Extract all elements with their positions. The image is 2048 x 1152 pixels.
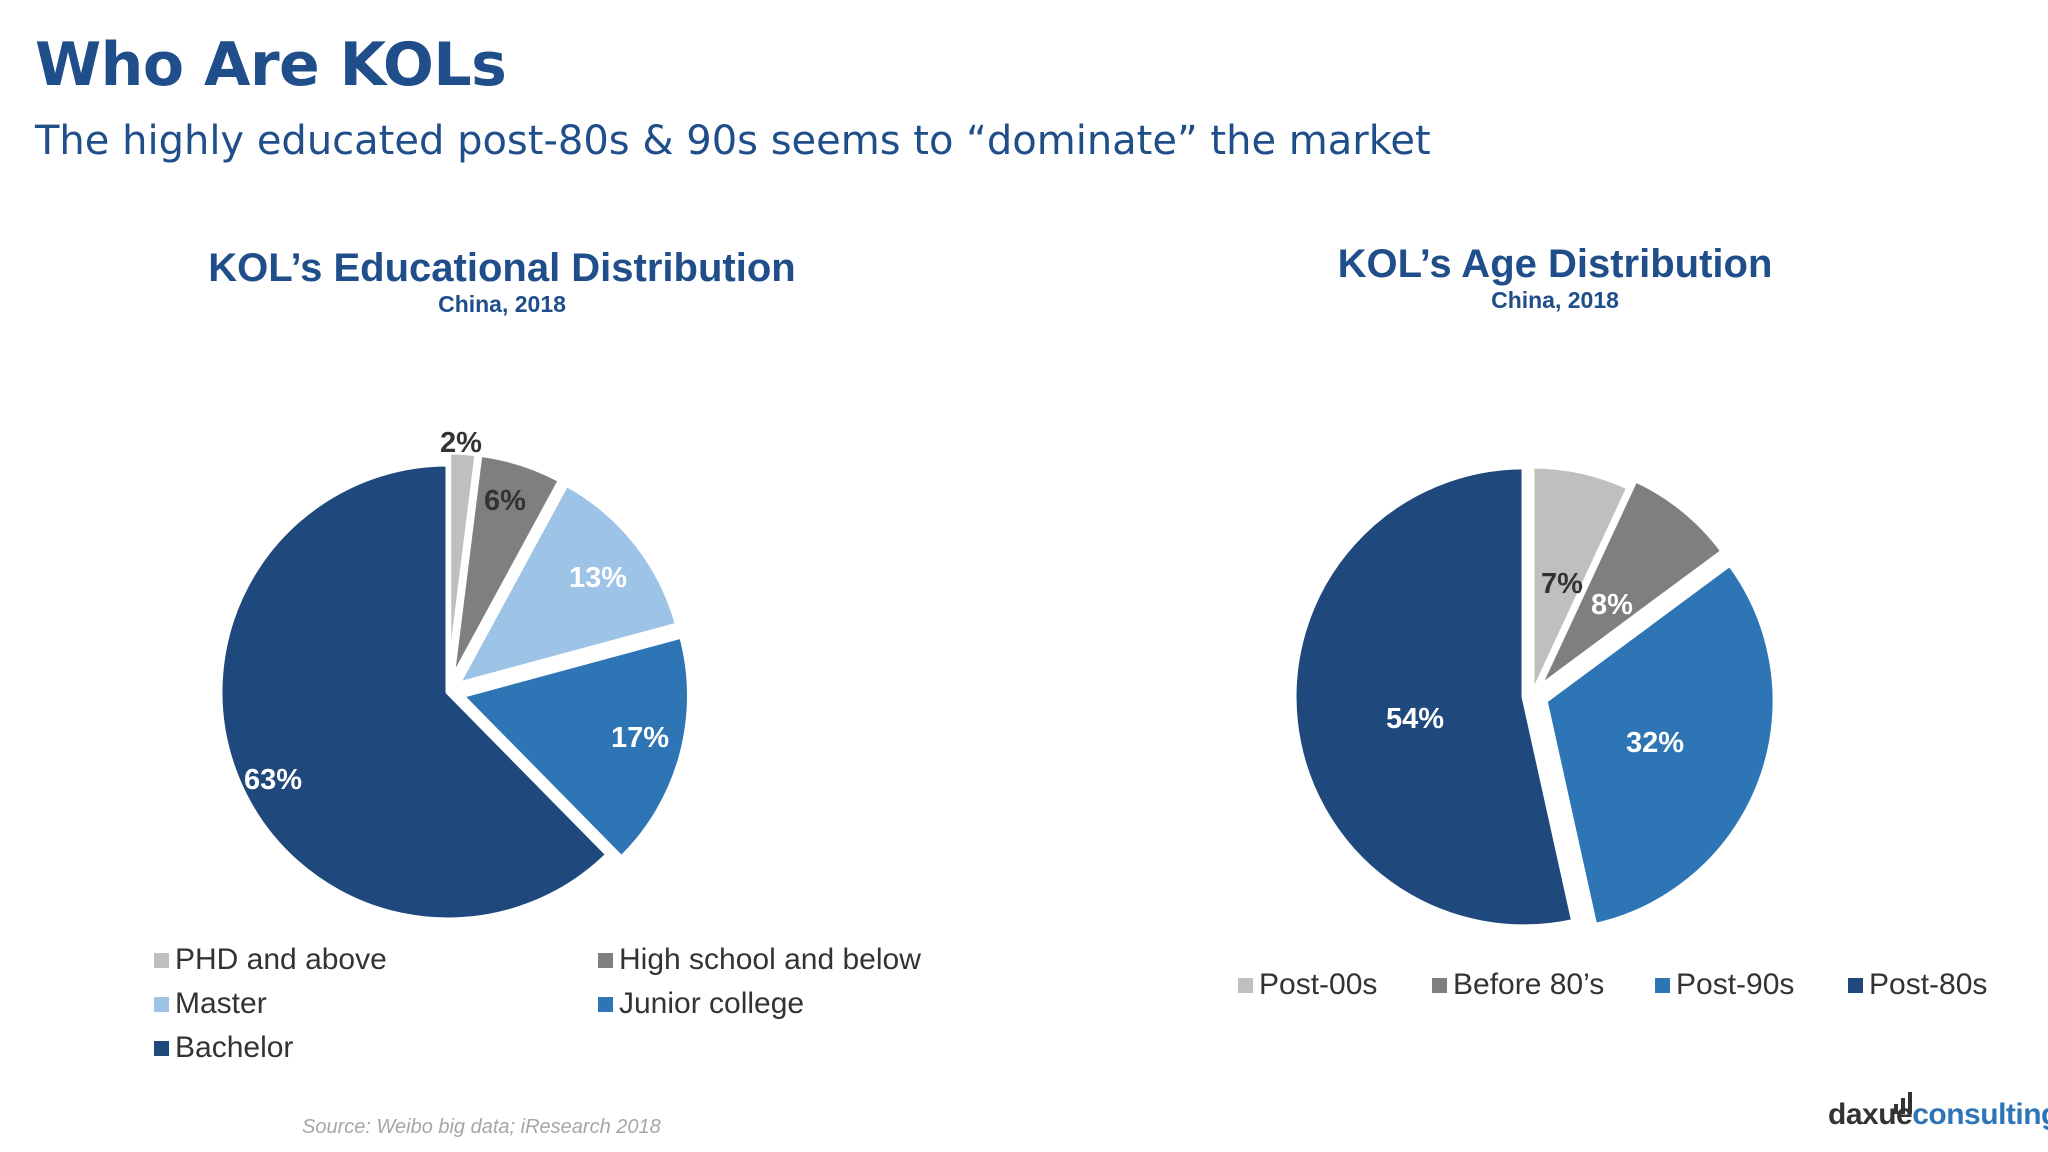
pie-slice-master — [454, 481, 680, 688]
education-chart-title: KOL’s Educational Distribution — [208, 246, 796, 290]
legend-label: Post-00s — [1259, 968, 1378, 1001]
brand-logo-part1: daxue — [1828, 1098, 1913, 1131]
slice-label-post-80s: 54% — [1386, 703, 1444, 735]
slice-label-phd-and-above: 2% — [440, 427, 482, 459]
brand-logo-part2: consulting — [1912, 1098, 2048, 1131]
legend-label: Post-90s — [1676, 968, 1795, 1001]
slice-label-post-90s: 32% — [1626, 727, 1684, 759]
source-note: Source: Weibo big data; iResearch 2018 — [302, 1116, 661, 1138]
legend-item-bachelor: Bachelor — [154, 1031, 293, 1065]
legend-label: High school and below — [619, 943, 921, 976]
legend-item-master: Master — [154, 987, 267, 1021]
legend-label: Master — [175, 987, 267, 1020]
legend-label: Junior college — [619, 987, 805, 1020]
legend-label: Bachelor — [175, 1031, 294, 1064]
slice-label-high-school-and-below: 6% — [484, 485, 526, 517]
legend-swatch — [598, 952, 613, 968]
pie-slice-before-80-s — [1535, 477, 1726, 691]
legend-item-junior-college: Junior college — [598, 987, 804, 1021]
age-chart-title: KOL’s Age Distribution — [1337, 242, 1773, 286]
legend-swatch — [1655, 977, 1670, 993]
pie-slice-post-90s — [1542, 561, 1778, 928]
legend-swatch — [154, 996, 169, 1012]
legend-item-post-90s: Post-90s — [1655, 968, 1794, 1002]
legend-swatch — [154, 1040, 169, 1056]
legend-swatch — [1432, 977, 1447, 993]
legend-item-phd-and-above: PHD and above — [154, 943, 387, 977]
pie-slice-post-00s — [1529, 463, 1632, 699]
page-subtitle: The highly educated post-80s & 90s seems… — [35, 118, 1431, 164]
legend-swatch — [154, 952, 169, 968]
legend-item-high-school-and-below: High school and below — [598, 943, 921, 977]
pie-slice-phd-and-above — [446, 449, 480, 683]
pie-slice-bachelor — [217, 461, 611, 923]
legend-item-post-00s: Post-00s — [1238, 968, 1377, 1002]
education-chart-subtitle: China, 2018 — [438, 291, 566, 317]
pie-slice-high-school-and-below — [449, 451, 564, 684]
legend-label: Before 80’s — [1453, 968, 1605, 1001]
legend-swatch — [598, 996, 613, 1012]
legend-item-before-80-s: Before 80’s — [1432, 968, 1604, 1002]
legend-swatch — [1848, 977, 1863, 993]
slice-label-before-80-s: 8% — [1591, 589, 1633, 621]
pie-slice-junior-college — [459, 633, 693, 861]
age-chart-subtitle: China, 2018 — [1491, 287, 1619, 313]
brand-bars-icon — [1894, 1092, 1912, 1114]
brand-logo: daxueconsulting — [1828, 1098, 2048, 1132]
slice-label-bachelor: 63% — [244, 764, 302, 796]
slice-label-post-00s: 7% — [1541, 568, 1583, 600]
slice-label-master: 13% — [569, 562, 627, 594]
legend-label: Post-80s — [1869, 968, 1988, 1001]
legend-label: PHD and above — [175, 943, 387, 976]
legend-item-post-80s: Post-80s — [1848, 968, 1987, 1002]
pie-slice-post-80s — [1291, 464, 1577, 930]
page-title: Who Are KOLs — [35, 30, 507, 100]
slice-label-junior-college: 17% — [611, 722, 669, 754]
legend-swatch — [1238, 977, 1253, 993]
